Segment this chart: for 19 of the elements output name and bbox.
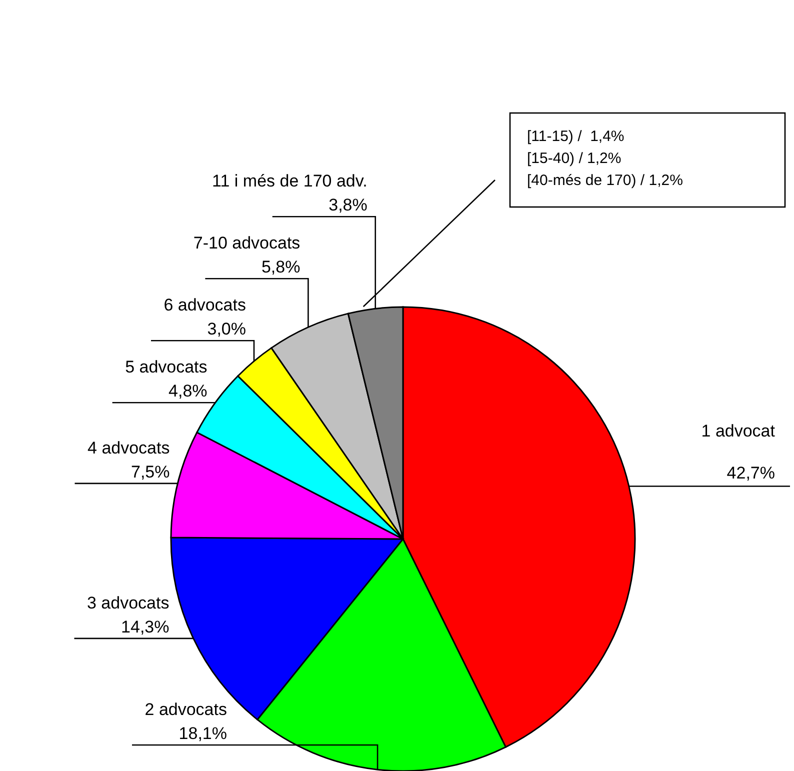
slice-label: 5 advocats xyxy=(125,358,208,377)
slice-label: 3 advocats xyxy=(87,593,170,612)
data-label: 5,8% xyxy=(261,258,300,277)
slice-label: 6 advocats xyxy=(164,296,246,315)
slice-label: 1 advocat xyxy=(701,421,776,440)
data-label: 18,1% xyxy=(178,724,227,743)
text: [11-15) / 1,4% xyxy=(527,128,624,145)
data-label: 3,8% xyxy=(328,196,368,215)
slice-label: 11 i més de 170 adv. xyxy=(212,172,368,191)
text: [40-més de 170) / 1,2% xyxy=(527,172,683,189)
slice-label: 4 advocats xyxy=(88,438,170,458)
data-label: 4,8% xyxy=(168,382,208,401)
data-label: 42,7% xyxy=(726,463,775,482)
text: [15-40) / 1,2% xyxy=(527,150,622,167)
data-label: 3,0% xyxy=(207,320,246,339)
data-label: 7,5% xyxy=(131,462,170,482)
slice-label: 2 advocats xyxy=(144,700,227,719)
slice-label: 7-10 advocats xyxy=(193,234,300,253)
data-label: 14,3% xyxy=(121,617,170,636)
